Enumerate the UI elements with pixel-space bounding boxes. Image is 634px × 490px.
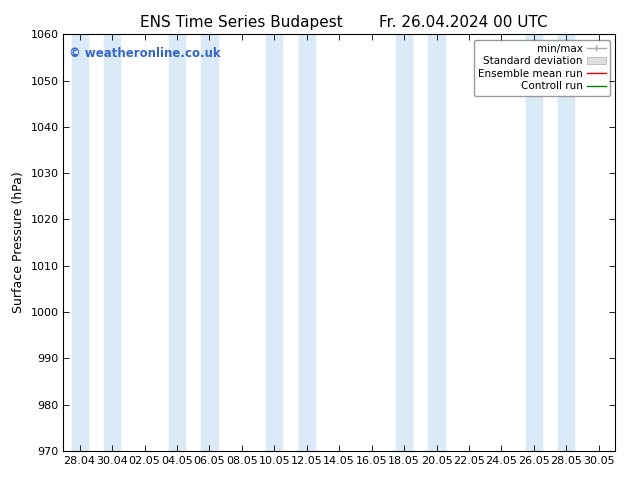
Bar (104, 34, 120, 451)
Bar (266, 34, 282, 451)
Legend: min/max, Standard deviation, Ensemble mean run, Controll run: min/max, Standard deviation, Ensemble me… (474, 40, 610, 96)
Bar (396, 34, 412, 451)
Bar (558, 34, 574, 451)
Bar (429, 34, 444, 451)
Text: ENS Time Series Budapest: ENS Time Series Budapest (139, 15, 342, 30)
Bar (526, 34, 542, 451)
Text: © weatheronline.co.uk: © weatheronline.co.uk (69, 47, 221, 60)
Text: Fr. 26.04.2024 00 UTC: Fr. 26.04.2024 00 UTC (378, 15, 547, 30)
Bar (72, 34, 87, 451)
Bar (169, 34, 185, 451)
Bar (202, 34, 217, 451)
Bar (299, 34, 315, 451)
Y-axis label: Surface Pressure (hPa): Surface Pressure (hPa) (12, 172, 25, 314)
